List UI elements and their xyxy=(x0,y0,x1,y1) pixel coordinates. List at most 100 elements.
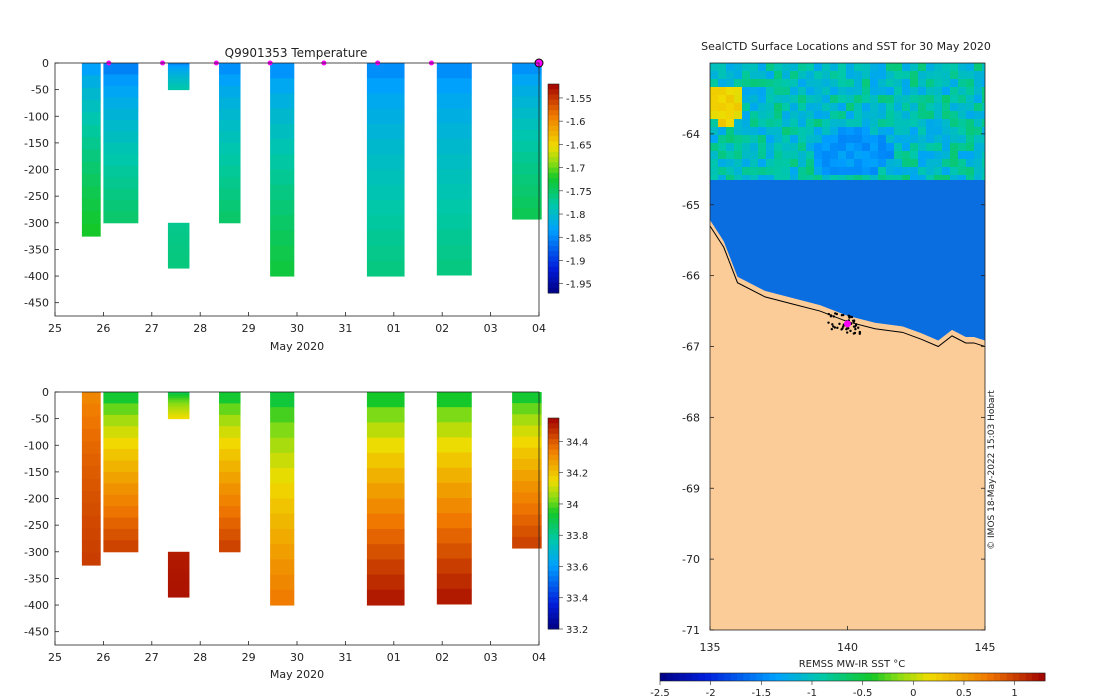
sst-cell xyxy=(790,79,799,88)
colorbar-segment xyxy=(548,481,559,488)
sst-cell xyxy=(926,79,935,88)
colorbar-segment xyxy=(548,225,559,231)
coastline xyxy=(710,225,985,348)
sst-cell xyxy=(718,79,727,88)
cast-2-cell xyxy=(167,397,190,401)
cast-5-cell xyxy=(270,184,295,201)
sst-cell xyxy=(830,143,839,152)
sst-cell xyxy=(942,111,951,120)
sst-cell xyxy=(750,111,759,120)
seal-location-dot xyxy=(852,332,856,335)
sst-cell xyxy=(798,111,807,120)
cast-0-cell xyxy=(81,404,101,418)
sst-cell xyxy=(750,79,759,88)
sst-cell xyxy=(982,71,985,80)
sst-cell xyxy=(774,63,783,72)
colorbar-segment xyxy=(548,528,559,535)
sst-cell xyxy=(894,71,903,80)
cast-0-cell xyxy=(81,441,101,455)
cast-3-cell xyxy=(167,577,190,582)
sst-cell xyxy=(870,127,879,136)
sst-cell xyxy=(718,127,727,136)
seal-location-dot xyxy=(858,330,862,334)
x-tick-label: 26 xyxy=(96,322,110,335)
sst-cell xyxy=(838,151,847,160)
map-colorbar-segment xyxy=(833,673,841,681)
colorbar-tick-label: -1.75 xyxy=(566,187,592,198)
seal-location-dot xyxy=(835,312,838,316)
sst-cell xyxy=(838,167,847,176)
sst-cell xyxy=(846,87,855,96)
sst-cell xyxy=(918,87,927,96)
sst-cell xyxy=(958,71,967,80)
sst-cell xyxy=(918,143,927,152)
sst-cell xyxy=(838,95,847,104)
colorbar-segment xyxy=(548,245,559,252)
cast-7-cell xyxy=(436,407,472,423)
colorbar-segment xyxy=(548,167,559,174)
map-colorbar-frame xyxy=(659,672,1046,682)
sst-cell xyxy=(894,175,903,184)
cast-7-cell xyxy=(436,123,472,140)
cast-5-cell xyxy=(270,468,295,484)
sst-cell xyxy=(782,167,791,176)
sst-cell xyxy=(742,167,751,176)
sst-cell xyxy=(734,71,743,80)
cast-5-cell xyxy=(270,544,295,560)
colorbar-segment xyxy=(548,439,559,445)
sst-cell xyxy=(870,95,879,104)
sst-cell xyxy=(894,135,903,144)
sst-cell xyxy=(766,95,775,104)
cast-0-cell xyxy=(81,100,101,113)
cast-3-cell xyxy=(167,226,190,230)
sst-cell xyxy=(974,71,983,80)
sst-cell xyxy=(830,159,839,168)
cast-6-cell xyxy=(366,245,405,262)
sst-cell xyxy=(966,63,975,72)
cast-5-cell xyxy=(270,422,295,439)
sst-cell xyxy=(742,79,751,88)
sst-cell xyxy=(806,143,815,152)
cast-3-cell xyxy=(167,238,190,243)
cast-5-cell xyxy=(270,139,295,155)
map-colorbar-segment xyxy=(749,673,757,681)
cast-0-cell xyxy=(81,490,101,504)
sst-cell xyxy=(974,63,983,72)
cast-2-cell xyxy=(167,407,190,410)
sst-cell xyxy=(766,151,775,160)
sst-cell xyxy=(966,175,975,184)
seal-location-dot xyxy=(857,326,860,329)
sst-cell xyxy=(734,127,743,136)
cast-8-cell xyxy=(512,392,542,404)
sst-cell xyxy=(982,175,985,184)
seal-location-dot xyxy=(829,314,833,317)
sst-cell xyxy=(926,151,935,160)
seal-location-dot xyxy=(842,325,845,328)
colorbar-tick-label: -1.9 xyxy=(566,256,586,267)
sst-cell xyxy=(886,159,895,168)
sst-cell xyxy=(902,143,911,152)
map-colorbar-segment xyxy=(846,673,853,681)
sst-cell xyxy=(950,159,959,168)
sst-cell xyxy=(782,103,791,112)
cast-8-cell xyxy=(512,481,542,493)
lon-tick-label: 140 xyxy=(837,641,858,654)
sst-cell xyxy=(822,127,831,136)
colorbar-segment xyxy=(548,183,559,189)
sst-cell xyxy=(950,79,959,88)
sst-cell xyxy=(750,119,759,128)
sst-cell xyxy=(774,103,783,112)
sst-cell xyxy=(806,167,815,176)
sst-cell xyxy=(950,87,959,96)
sst-cell xyxy=(934,111,943,120)
sst-cell xyxy=(926,95,935,104)
cast-2-cell xyxy=(167,395,190,399)
cast-1-cell xyxy=(103,108,139,121)
sst-cell xyxy=(822,63,831,72)
sst-cell xyxy=(910,111,919,120)
sst-cell xyxy=(942,103,951,112)
sst-cell xyxy=(774,95,783,104)
sst-cell xyxy=(766,111,775,120)
cast-6-cell xyxy=(366,184,405,201)
